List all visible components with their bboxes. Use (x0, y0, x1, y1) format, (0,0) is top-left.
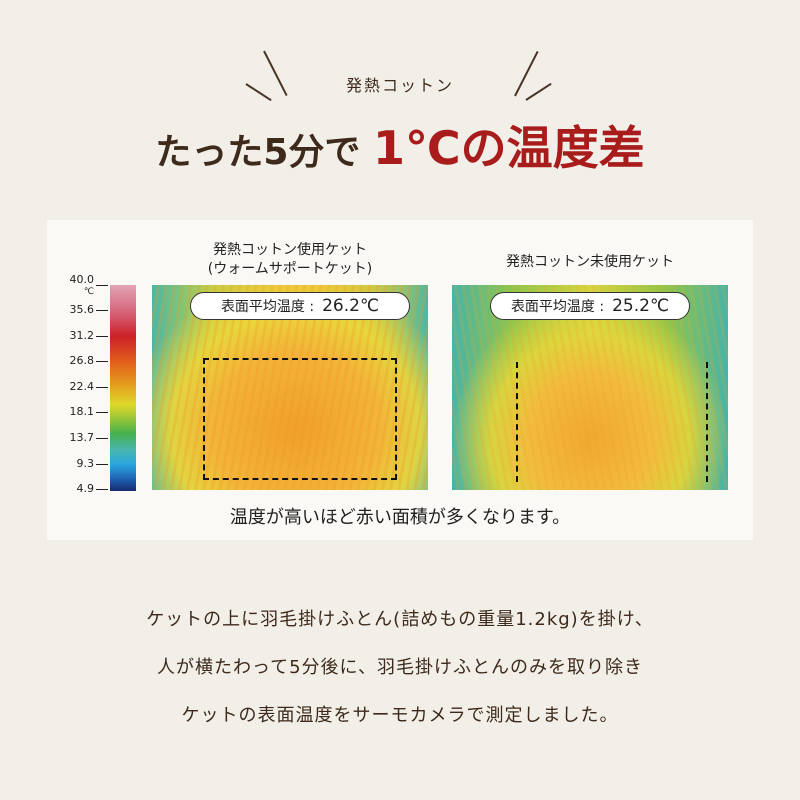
page-title: たった5分で 1℃の温度差 (0, 112, 800, 178)
scale-tick-label: 40.0 (69, 273, 95, 286)
scale-tick-label: 13.7 (69, 431, 95, 444)
measurement-area (516, 362, 708, 482)
avg-value: 26.2℃ (322, 296, 380, 316)
temperature-scale-bar (110, 285, 136, 491)
scale-tick-mark (96, 310, 108, 311)
scale-tick-label: 4.9 (76, 482, 95, 495)
caption: 温度が高いほど赤い面積が多くなります。 (229, 507, 571, 528)
subtitle: 発熱コットン (345, 76, 454, 95)
description-line: ケットの上に羽毛掛けふとん(詰めもの重量1.2kg)を掛け、 (146, 609, 654, 630)
scale-tick-label: 31.2 (69, 329, 95, 342)
measurement-area (203, 358, 397, 480)
scale-tick-label: 22.4 (69, 380, 95, 393)
avg-value: 25.2℃ (612, 296, 670, 316)
left-image-label: 発熱コットン使用ケット (ウォームサポートケット) (152, 241, 428, 279)
scale-tick-mark (96, 336, 108, 337)
label-line: 発熱コットン使用ケット (213, 242, 367, 258)
average-temperature-badge: 表面平均温度 : 26.2℃ (190, 292, 410, 320)
avg-label: 表面平均温度 : (510, 299, 605, 315)
avg-label: 表面平均温度 : (220, 299, 315, 315)
scale-tick-mark (96, 387, 108, 388)
scale-tick-mark (96, 412, 108, 413)
label-line: (ウォームサポートケット) (207, 261, 373, 277)
scale-tick-mark (96, 285, 108, 286)
title-highlight: 1℃の温度差 (372, 121, 645, 175)
scale-tick-mark (96, 438, 108, 439)
scale-tick-mark (96, 361, 108, 362)
scale-tick-label: 35.6 (69, 303, 95, 316)
scale-unit: ℃ (83, 287, 94, 297)
thermal-image-with-heat-cotton: 表面平均温度 : 26.2℃ (152, 285, 428, 490)
scale-tick-label: 18.1 (69, 405, 95, 418)
description-line: 人が横たわって5分後に、羽毛掛けふとんのみを取り除き (156, 657, 643, 678)
scale-tick-mark (96, 489, 108, 490)
scale-tick-label: 9.3 (76, 457, 95, 470)
title-prefix: たった5分で (155, 132, 361, 173)
scale-tick-label: 26.8 (69, 354, 95, 367)
description-line: ケットの表面温度をサーモカメラで測定しました。 (181, 705, 619, 726)
average-temperature-badge: 表面平均温度 : 25.2℃ (490, 292, 690, 320)
right-image-label: 発熱コットン未使用ケット (506, 254, 674, 270)
thermal-image-without-heat-cotton: 表面平均温度 : 25.2℃ (452, 285, 728, 490)
scale-tick-mark (96, 464, 108, 465)
